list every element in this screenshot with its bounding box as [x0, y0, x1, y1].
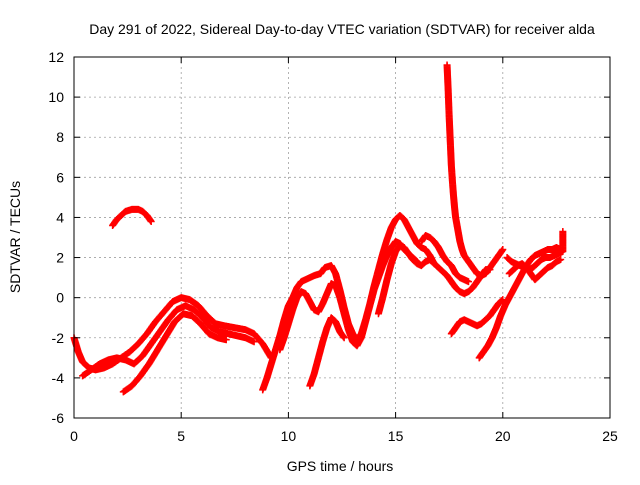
data-point: [250, 338, 258, 346]
series-trace-e: [259, 211, 438, 394]
series-trace-h: [374, 242, 494, 318]
x-tick-label: 10: [281, 428, 297, 444]
y-tick-label: -4: [52, 370, 65, 386]
x-tick-label: 15: [388, 428, 404, 444]
data-point: [559, 227, 567, 235]
y-tick-label: -6: [52, 410, 65, 426]
y-tick-label: 4: [56, 209, 64, 225]
plot-border: [73, 56, 611, 419]
y-tick-label: 6: [56, 169, 64, 185]
series-trace-k: [447, 296, 507, 338]
data-point: [499, 246, 507, 254]
series-trace-n: [505, 256, 565, 284]
data-point: [147, 217, 155, 225]
series-trace-j: [443, 61, 507, 280]
series-trace-b: [79, 302, 258, 380]
data-point: [464, 278, 472, 286]
grid-layer: [74, 57, 610, 418]
x-tick-label: 0: [70, 428, 78, 444]
series-trace-d: [109, 205, 155, 229]
y-tick-label: 10: [48, 89, 64, 105]
chart-title: Day 291 of 2022, Sidereal Day-to-day VTE…: [89, 21, 595, 37]
series-trace-c: [119, 310, 230, 396]
tick-layer: 0 5 10 15 20 25 -6 -4 -2 0 2 4 6 8 10 12: [48, 49, 618, 444]
x-tick-label: 20: [495, 428, 511, 444]
series-trace-f: [276, 238, 421, 354]
data-layer: [70, 61, 567, 396]
y-tick-label: 2: [56, 250, 64, 266]
y-tick-label: 12: [48, 49, 64, 65]
y-tick-label: -2: [52, 330, 65, 346]
x-tick-label: 25: [602, 428, 618, 444]
data-point: [557, 256, 565, 264]
y-tick-label: 8: [56, 129, 64, 145]
x-axis-label: GPS time / hours: [287, 458, 394, 474]
y-axis-label: SDTVAR / TECUs: [7, 181, 23, 293]
y-tick-label: 0: [56, 290, 64, 306]
data-point: [222, 336, 230, 344]
series-trace-g: [306, 314, 348, 390]
data-point: [340, 334, 348, 342]
series-trace-i: [417, 231, 472, 286]
series-trace-l: [475, 244, 565, 362]
x-tick-label: 5: [177, 428, 185, 444]
